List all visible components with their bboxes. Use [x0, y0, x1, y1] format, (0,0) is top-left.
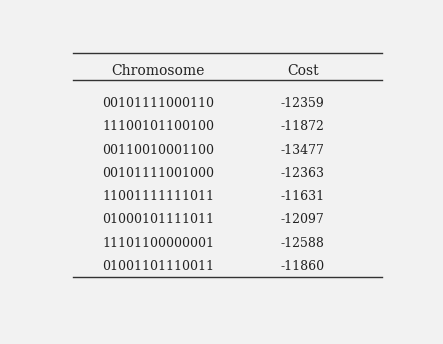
- Text: 00101111001000: 00101111001000: [102, 167, 214, 180]
- Text: 01001101110011: 01001101110011: [102, 260, 214, 273]
- Text: Cost: Cost: [287, 64, 319, 78]
- Text: 00110010001100: 00110010001100: [102, 143, 214, 157]
- Text: -11860: -11860: [280, 260, 325, 273]
- Text: -12359: -12359: [281, 97, 324, 110]
- Text: 11001111111011: 11001111111011: [102, 190, 214, 203]
- Text: 11100101100100: 11100101100100: [102, 120, 214, 133]
- Text: 11101100000001: 11101100000001: [102, 237, 214, 250]
- Text: -11872: -11872: [280, 120, 325, 133]
- Text: -12363: -12363: [280, 167, 325, 180]
- Text: 01000101111011: 01000101111011: [102, 213, 214, 226]
- Text: Chromosome: Chromosome: [112, 64, 205, 78]
- Text: 00101111000110: 00101111000110: [102, 97, 214, 110]
- Text: -13477: -13477: [280, 143, 325, 157]
- Text: -12588: -12588: [280, 237, 325, 250]
- Text: -11631: -11631: [280, 190, 325, 203]
- Text: -12097: -12097: [281, 213, 324, 226]
